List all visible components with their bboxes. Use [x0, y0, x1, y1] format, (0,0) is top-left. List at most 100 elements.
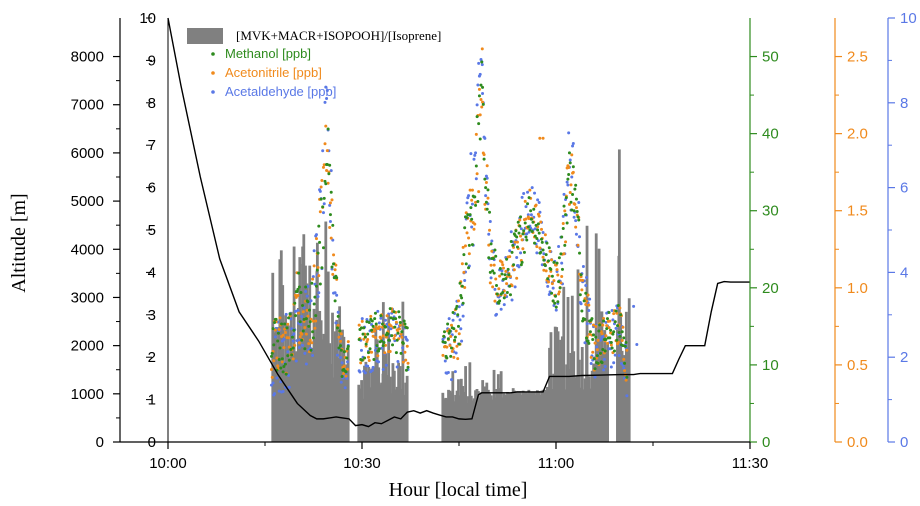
acetaldehyde-point — [602, 357, 606, 361]
ratio-bar — [387, 314, 391, 442]
acetaldehyde-point — [473, 153, 477, 157]
methanol-point — [623, 344, 627, 348]
acetonitrile-point — [569, 183, 573, 187]
acetonitrile-point — [331, 272, 335, 276]
acetonitrile-point — [515, 240, 519, 244]
acetaldehyde-point — [585, 275, 589, 279]
ratio-bar — [563, 389, 567, 442]
acetaldehyde-point — [460, 339, 464, 343]
methanol-point — [346, 347, 350, 351]
acetonitrile-point — [452, 355, 456, 359]
acetaldehyde-axis-tick-label: 0 — [900, 434, 908, 451]
acetonitrile-point — [600, 332, 604, 336]
acetonitrile-point — [319, 185, 323, 189]
acetonitrile-point — [367, 358, 371, 362]
ratio-axis-tick-label: 8 — [148, 95, 156, 112]
methanol-point — [556, 300, 560, 304]
ratio-bar — [526, 393, 529, 442]
methanol-point — [454, 307, 458, 311]
acetonitrile-point — [596, 338, 600, 342]
methanol-point — [546, 277, 550, 281]
methanol-point — [532, 207, 536, 211]
acetonitrile-point — [568, 191, 572, 195]
acetaldehyde-point — [583, 341, 587, 345]
methanol-point — [503, 273, 507, 277]
acetaldehyde-point — [557, 245, 561, 249]
methanol-point — [560, 235, 564, 239]
acetonitrile-point — [316, 265, 320, 269]
acetonitrile-point — [468, 188, 472, 192]
acetaldehyde-point — [269, 383, 273, 387]
acetaldehyde-point — [306, 284, 310, 288]
methanol-point — [497, 301, 501, 305]
methanol-point — [326, 127, 330, 131]
acetonitrile-point — [376, 354, 380, 358]
methanol-point — [617, 331, 621, 335]
acetonitrile-point — [384, 335, 388, 339]
acetonitrile-point — [379, 337, 383, 341]
methanol-point — [373, 317, 377, 321]
acetaldehyde-point — [533, 191, 537, 195]
methanol-point — [451, 310, 455, 314]
methanol-point — [491, 257, 495, 261]
ratio-bar — [540, 390, 544, 442]
ratio-bar — [442, 399, 446, 442]
acetonitrile-point — [563, 209, 567, 213]
ratio-bar — [457, 379, 460, 442]
ratio-bars — [271, 149, 631, 442]
acetonitrile-point — [300, 332, 304, 336]
acetaldehyde-point — [570, 175, 574, 179]
methanol-point — [467, 243, 471, 247]
methanol-point — [387, 338, 391, 342]
acetonitrile-point — [609, 343, 613, 347]
acetonitrile-point — [312, 264, 316, 268]
ratio-bar — [345, 364, 349, 442]
methanol-point — [581, 319, 585, 323]
methanol-point — [441, 340, 445, 344]
acetaldehyde-point — [537, 200, 541, 204]
acetonitrile-point — [556, 273, 560, 277]
acetaldehyde-point — [294, 359, 298, 363]
methanol-point — [295, 290, 299, 294]
methanol-point — [359, 326, 363, 330]
methanol-point — [477, 94, 481, 98]
x-axis-tick-label: 10:00 — [149, 455, 187, 472]
methanol-point — [508, 293, 512, 297]
methanol-point — [467, 266, 471, 270]
ratio-bar — [318, 310, 322, 442]
acetonitrile-point — [366, 355, 370, 359]
methanol-point — [596, 361, 600, 365]
acetonitrile-point — [456, 357, 460, 361]
methanol-point — [483, 177, 487, 181]
methanol-point — [276, 331, 280, 335]
acetonitrile-point — [557, 290, 561, 294]
acetonitrile-point — [624, 378, 628, 382]
acetonitrile-point — [461, 245, 465, 249]
acetaldehyde-point — [312, 249, 316, 253]
acetonitrile-point — [463, 244, 467, 248]
methanol-point — [309, 348, 313, 352]
ratio-bar — [332, 377, 336, 442]
methanol-point — [541, 248, 545, 252]
methanol-point — [552, 260, 556, 264]
methanol-point — [391, 317, 395, 321]
acetonitrile-point — [547, 274, 551, 278]
acetonitrile-point — [339, 332, 343, 336]
acetaldehyde-point — [562, 192, 566, 196]
ratio-bar — [444, 397, 448, 442]
ratio-bar — [295, 351, 299, 442]
ratio-bar — [390, 393, 393, 442]
acetaldehyde-point — [282, 337, 286, 341]
methanol-point — [557, 256, 561, 260]
ratio-bar — [275, 365, 279, 442]
acetaldehyde-point — [572, 215, 576, 219]
ratio-bar — [587, 376, 591, 442]
acetonitrile-point — [512, 268, 516, 272]
acetaldehyde-point — [287, 385, 291, 389]
ratio-bar — [579, 387, 583, 442]
methanol-point — [529, 217, 533, 221]
acetaldehyde-point — [463, 278, 467, 282]
methanol-point — [531, 220, 535, 224]
ratio-bar — [520, 394, 524, 442]
acetonitrile-point — [528, 188, 532, 192]
